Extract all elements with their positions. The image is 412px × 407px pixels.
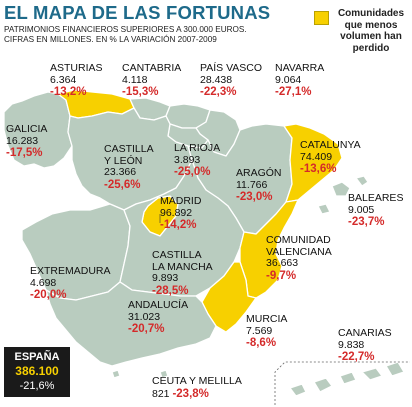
label-cantabria: CANTABRIA 4.118 -15,3% [122,62,182,99]
region-pct: -13,6% [300,163,337,175]
region-name-line-1: CASTILLA [152,249,202,261]
region-value: 9.893 [152,272,179,284]
region-pct: -23,7% [348,216,385,228]
region-name: LA RIOJA [174,142,221,154]
region-name: BALEARES [348,192,404,204]
region-pct: -25,0% [174,166,211,178]
total-pct: -21,6% [19,380,55,392]
region-pct: -22,7% [338,351,375,363]
label-castilla-mancha: CASTILLA LA MANCHA 9.893 -28,5% [152,249,213,298]
label-canarias: CANARIAS 9.838 -22,7% [338,327,392,364]
page-title: EL MAPA DE LAS FORTUNAS [4,2,271,23]
label-aragon: ARAGÓN 11.766 -23,0% [236,167,282,204]
label-pais-vasco: PAÍS VASCO 28.438 -22,3% [200,62,263,99]
region-pct: -23,0% [236,191,273,203]
region-value: 28.438 [200,73,233,86]
region-value-row: 821 -23,8% [152,388,209,400]
region-name-line-1: COMUNIDAD [266,234,331,246]
total-value: 386.100 [15,364,59,378]
region-value: 23.366 [104,166,137,178]
label-baleares: BALEARES 9.005 -23,7% [348,192,404,229]
region-pct: -15,3% [122,86,159,98]
total-name: ESPAÑA [14,351,60,363]
region-pct: -20,0% [30,289,67,301]
region-pct: -13,2% [50,86,87,98]
region-value: 7.569 [246,324,273,337]
label-valenciana: COMUNIDAD VALENCIANA 36.663 -9,7% [266,234,332,283]
region-value: 11.766 [236,178,268,191]
label-andalucia: ANDALUCÍA 31.023 -20,7% [128,299,189,336]
region-value: 31.023 [128,310,161,323]
region-name: CANTABRIA [122,62,182,74]
region-name-line-2: VALENCIANA [266,245,332,258]
legend-swatch-highlight [314,11,329,25]
label-navarra: NAVARRA 9.064 -27,1% [275,62,325,99]
label-la-rioja: LA RIOJA 3.893 -25,0% [174,142,221,179]
region-pct: -28,5% [152,284,189,297]
region-value: 9.064 [275,73,302,86]
label-murcia: MURCIA 7.569 -8,6% [246,313,288,350]
legend-label: Comunidades que menos volumen han perdid… [337,8,405,54]
region-value: 36.663 [266,257,299,269]
region-value: 4.698 [30,276,57,289]
label-galicia: GALICIA 16.283 -17,5% [6,123,48,160]
region-canarias-shape[interactable] [289,361,405,397]
subtitle-line-2: CIFRAS EN MILLONES. EN % LA VARIACIÓN 20… [4,35,217,44]
region-name: MURCIA [246,313,288,325]
region-pct: -22,3% [200,86,237,98]
region-name: CANARIAS [338,327,392,339]
region-name: ASTURIAS [50,62,103,74]
label-castilla-leon: CASTILLA Y LEÓN 23.366 -25,6% [104,143,154,192]
region-pct: -25,6% [104,178,141,191]
region-andalucia-shape[interactable] [45,281,217,367]
region-pct: -17,5% [6,147,43,159]
region-pct: -20,7% [128,323,165,335]
label-asturias: ASTURIAS 6.364 -13,2% [50,62,103,99]
region-name-line-2: Y LEÓN [104,154,143,167]
canarias-inset-frame [274,361,410,405]
label-extremadura: EXTREMADURA 4.698 -20,0% [30,265,111,302]
region-name-line-2: LA MANCHA [152,260,213,273]
region-value: 4.118 [122,73,148,86]
region-name: ARAGÓN [236,167,282,179]
region-name: EXTREMADURA [30,265,111,277]
region-pct: -27,1% [275,86,312,98]
region-value: 821 [152,387,170,400]
region-value: 74.409 [300,150,333,163]
region-catalunya-shape[interactable] [283,123,343,203]
region-ceuta-melilla-shape[interactable] [111,369,169,379]
region-name: CEUTA Y MELILLA [152,375,242,387]
region-value: 16.283 [6,134,39,147]
region-value: 6.364 [50,73,77,86]
region-name: NAVARRA [275,62,325,74]
region-baleares-shape[interactable] [317,175,369,215]
label-catalunya: CATALUNYA 74.409 -13,6% [300,139,361,176]
subtitle-line-1: PATRIMONIOS FINANCIEROS SUPERIORES A 300… [4,25,247,34]
total-box: ESPAÑA 386.100 -21,6% [4,347,70,397]
label-madrid: MADRID 96.892 -14,2% [160,195,202,232]
region-value: 9.838 [338,338,365,351]
legend: Comunidades que menos volumen han perdid… [314,8,410,58]
region-name: CATALUNYA [300,139,361,151]
label-ceuta-melilla: CEUTA Y MELILLA 821 -23,8% [152,375,242,401]
region-name-line-1: CASTILLA [104,143,154,155]
region-pct: -23,8% [172,387,209,400]
region-name: MADRID [160,195,202,207]
region-name: GALICIA [6,123,48,135]
region-pct: -9,7% [266,269,297,282]
region-value: 96.892 [160,206,193,219]
page-subtitle: PATRIMONIOS FINANCIEROS SUPERIORES A 300… [4,25,247,45]
region-name: ANDALUCÍA [128,299,189,311]
region-name: PAÍS VASCO [200,62,263,74]
region-value: 3.893 [174,153,201,166]
region-pct: -8,6% [246,337,277,349]
region-value: 9.005 [348,203,375,216]
region-pct: -14,2% [160,219,197,231]
